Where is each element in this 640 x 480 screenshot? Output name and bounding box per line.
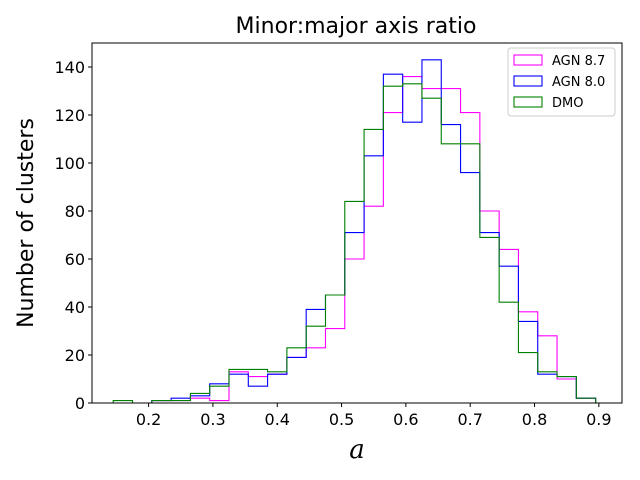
x-tick-label: 0.2 [136, 410, 161, 429]
x-axis-ticks: 0.2 0.3 0.4 0.5 0.6 0.7 0.8 0.9 [136, 403, 612, 429]
plot-frame [91, 42, 623, 404]
y-tick-label: 120 [54, 106, 85, 125]
legend-label: AGN 8.7 [552, 54, 605, 69]
legend-swatch [513, 96, 543, 108]
x-tick-label: 0.3 [200, 410, 225, 429]
y-tick-label: 140 [54, 58, 85, 77]
y-axis-ticks: 0 20 40 60 80 100 120 140 [54, 58, 92, 413]
legend-swatch [513, 54, 543, 66]
y-tick-label: 0 [75, 394, 85, 413]
y-tick-label: 40 [65, 298, 85, 317]
series-layer [112, 59, 597, 404]
series-3-histogram [112, 83, 597, 404]
legend-swatch [513, 75, 543, 87]
x-tick-label: 0.5 [329, 410, 354, 429]
legend-label: AGN 8.0 [552, 75, 605, 90]
x-tick-label: 0.8 [522, 410, 547, 429]
y-tick-label: 80 [65, 202, 85, 221]
x-tick-label: 0.7 [457, 410, 482, 429]
y-tick-label: 20 [65, 346, 85, 365]
y-axis-label: Number of clusters [14, 118, 39, 328]
chart-title: Minor:major axis ratio [236, 14, 477, 39]
x-tick-label: 0.6 [393, 410, 418, 429]
x-tick-label: 0.4 [265, 410, 290, 429]
legend-label: DMO [552, 96, 583, 111]
x-tick-label: 0.9 [586, 410, 611, 429]
y-tick-label: 60 [65, 250, 85, 269]
series-1-histogram [113, 76, 597, 404]
x-axis-label: a [349, 435, 365, 465]
y-tick-label: 100 [54, 154, 85, 173]
legend: AGN 8.7 AGN 8.0 DMO [507, 47, 616, 117]
